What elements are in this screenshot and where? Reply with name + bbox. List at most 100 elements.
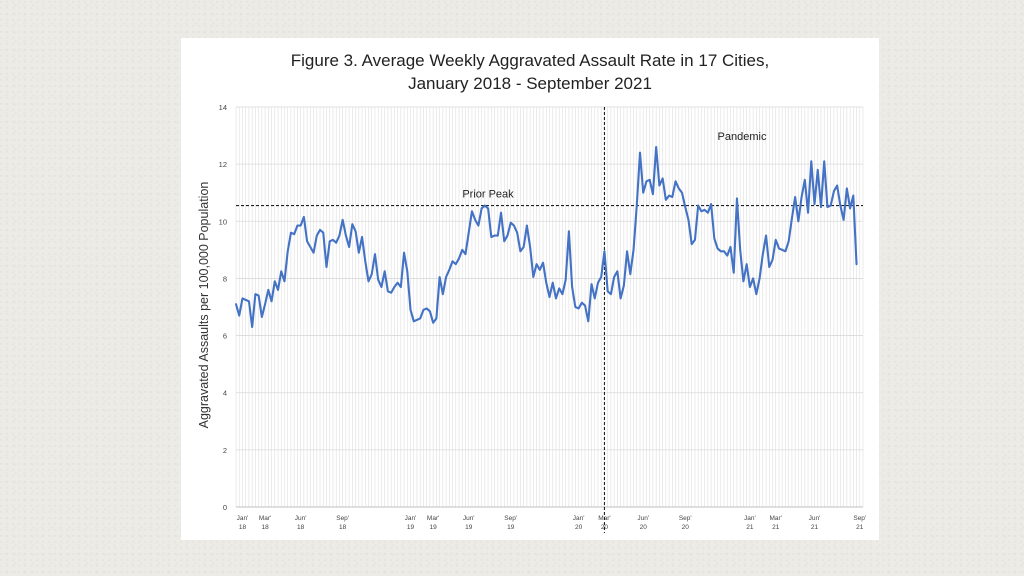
x-tick-year: 20 xyxy=(575,524,583,531)
prior-peak-label: Prior Peak xyxy=(462,189,514,201)
data-point xyxy=(464,253,466,255)
data-point xyxy=(274,280,276,282)
data-point xyxy=(351,223,353,225)
data-point xyxy=(319,229,321,231)
data-point xyxy=(461,249,463,251)
data-point xyxy=(287,250,289,252)
data-point xyxy=(468,232,470,234)
data-point xyxy=(849,207,851,209)
data-point xyxy=(313,252,315,254)
data-point xyxy=(303,216,305,218)
data-point xyxy=(649,179,651,181)
data-point xyxy=(277,289,279,291)
data-point xyxy=(490,236,492,238)
data-point xyxy=(623,285,625,287)
data-point xyxy=(687,219,689,221)
chart-subtitle: January 2018 - September 2021 xyxy=(408,74,652,93)
data-point xyxy=(749,286,751,288)
data-point xyxy=(639,152,641,154)
data-point xyxy=(784,250,786,252)
gridlines xyxy=(235,106,864,508)
x-tick-year: 20 xyxy=(640,524,648,531)
data-point xyxy=(645,180,647,182)
data-point xyxy=(833,190,835,192)
data-point xyxy=(355,230,357,232)
y-tick-label: 4 xyxy=(223,389,227,398)
x-tick-label: Sep' 20 xyxy=(679,515,692,531)
data-point xyxy=(797,220,799,222)
data-point xyxy=(710,203,712,205)
x-tick-label: Sep' 19 xyxy=(504,515,517,531)
data-point xyxy=(254,293,256,295)
data-point xyxy=(736,197,738,199)
data-point xyxy=(781,249,783,251)
data-point xyxy=(587,320,589,322)
data-point xyxy=(704,209,706,211)
data-point xyxy=(581,302,583,304)
data-point xyxy=(642,192,644,194)
data-point xyxy=(442,293,444,295)
series xyxy=(234,145,858,329)
data-point xyxy=(390,292,392,294)
y-tick-label: 8 xyxy=(223,274,227,283)
data-point xyxy=(823,160,825,162)
data-point xyxy=(555,297,557,299)
data-point xyxy=(271,300,273,302)
x-tick-month: Sep' xyxy=(336,515,349,522)
data-point xyxy=(607,290,609,292)
data-point xyxy=(549,296,550,298)
data-point xyxy=(807,212,809,214)
data-point xyxy=(474,219,476,221)
data-point xyxy=(739,249,741,251)
data-point xyxy=(574,306,576,308)
data-point xyxy=(801,196,803,198)
data-point xyxy=(762,253,764,255)
data-point xyxy=(846,187,848,189)
data-point xyxy=(329,240,331,242)
data-point xyxy=(691,243,693,245)
chart: Figure 3. Average Weekly Aggravated Assa… xyxy=(197,51,866,533)
x-tick-label: Jun' 18 xyxy=(295,515,307,531)
y-tick-label: 12 xyxy=(219,160,227,169)
data-point xyxy=(519,250,521,252)
data-point xyxy=(448,269,450,271)
data-point xyxy=(348,246,350,248)
data-point xyxy=(775,239,777,241)
data-point xyxy=(374,253,376,255)
data-point xyxy=(416,319,418,321)
x-tick-year: 21 xyxy=(746,524,754,531)
chart-title: Figure 3. Average Weekly Aggravated Assa… xyxy=(291,51,769,70)
data-point xyxy=(603,250,605,252)
data-point xyxy=(458,257,460,259)
x-tick-month: Jun' xyxy=(463,515,475,522)
data-point xyxy=(410,309,412,311)
x-tick-month: Sep' xyxy=(679,515,692,522)
x-tick-month: Jun' xyxy=(295,515,307,522)
data-point xyxy=(616,270,618,272)
data-point xyxy=(629,273,631,275)
x-tick-month: Jun' xyxy=(809,515,821,522)
data-point xyxy=(290,232,292,234)
data-point xyxy=(251,326,253,328)
x-tick-year: 19 xyxy=(507,524,515,531)
data-point xyxy=(826,206,828,208)
x-tick-label: Mar' 18 xyxy=(259,515,271,531)
data-point xyxy=(839,205,841,207)
x-tick-month: Mar' xyxy=(770,515,782,522)
data-point xyxy=(571,286,573,288)
data-point xyxy=(377,279,379,281)
data-point xyxy=(345,235,347,237)
data-point xyxy=(526,225,528,227)
data-point xyxy=(264,303,266,305)
data-point xyxy=(765,235,767,237)
data-point xyxy=(804,179,806,181)
data-point xyxy=(342,219,344,221)
data-point xyxy=(258,295,260,297)
data-point xyxy=(788,240,790,242)
data-point xyxy=(487,207,489,209)
data-point xyxy=(316,235,318,237)
data-point xyxy=(843,219,845,221)
data-point xyxy=(293,233,295,235)
data-point xyxy=(752,277,754,279)
data-point xyxy=(513,225,515,227)
